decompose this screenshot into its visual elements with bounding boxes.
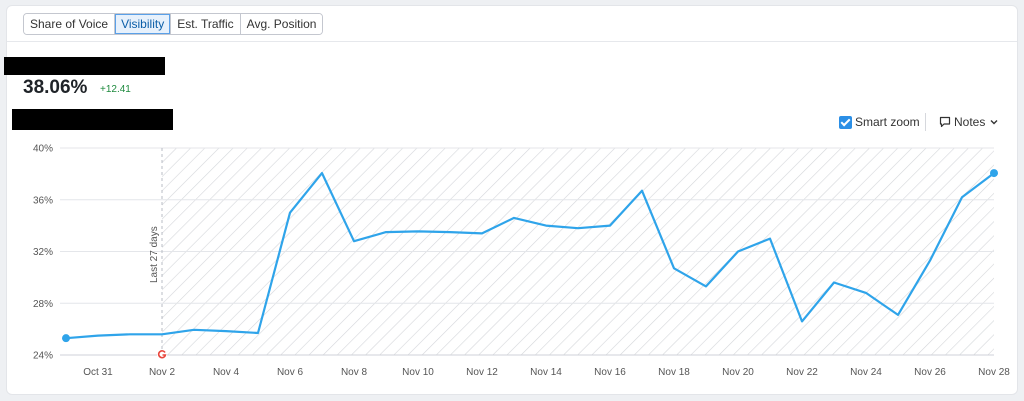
visibility-chart[interactable]: 24% 28% 32% 36% 40% Oct 31 Nov 2 Nov 4 Nov 6 Nov…: [7, 6, 1019, 396]
tab-share-of-voice[interactable]: Share of Voice: [24, 14, 116, 34]
series-endpoint: [62, 334, 70, 343]
x-tick-label: Nov 12: [466, 367, 498, 378]
controls-divider: [925, 113, 926, 131]
redacted-block: [12, 109, 173, 130]
speech-bubble-icon: [939, 116, 951, 128]
x-tick-label: Nov 24: [850, 367, 882, 378]
x-tick-label: Nov 26: [914, 367, 946, 378]
y-tick-label: 24%: [33, 351, 53, 362]
y-tick-label: 28%: [33, 299, 53, 310]
metric-tabs: Share of Voice Visibility Est. Traffic A…: [23, 13, 324, 35]
y-tick-label: 32%: [33, 247, 53, 258]
notes-dropdown[interactable]: Notes: [939, 115, 1003, 129]
google-g-icon-arc: [157, 350, 167, 359]
x-tick-label: Oct 31: [83, 367, 113, 378]
tab-avg-position[interactable]: Avg. Position: [240, 14, 323, 34]
notes-label: Notes: [954, 115, 986, 129]
visibility-card: Share of Voice Visibility Est. Traffic A…: [4, 5, 1019, 396]
tab-est-traffic[interactable]: Est. Traffic: [171, 14, 241, 34]
series-line: [65, 172, 995, 340]
tab-visibility[interactable]: Visibility: [115, 14, 172, 34]
x-tick-label: Nov 2: [149, 367, 176, 378]
google-g-icon[interactable]: [157, 350, 167, 360]
chevron-down-icon: [990, 120, 998, 125]
chart-grid: [60, 147, 994, 356]
y-tick-label: 36%: [33, 195, 53, 206]
y-axis: 24% 28% 32% 36% 40%: [33, 144, 53, 362]
x-axis: Oct 31 Nov 2 Nov 4 Nov 6 Nov 8 Nov 10 Nov 12 No…: [83, 367, 1010, 378]
x-tick-label: Nov 18: [658, 367, 690, 378]
smart-zoom-toggle[interactable]: Smart zoom: [839, 115, 920, 129]
header-divider: [7, 41, 1017, 42]
x-tick-label: Nov 22: [786, 367, 818, 378]
period-label: Last 27 days: [149, 226, 160, 283]
x-tick-label: Nov 28: [978, 367, 1010, 378]
x-tick-label: Nov 16: [594, 367, 626, 378]
y-tick-label: 40%: [33, 144, 53, 155]
metric-delta: +12.41: [100, 84, 131, 95]
checkbox-checked-icon[interactable]: [839, 115, 852, 129]
x-tick-label: Nov 6: [277, 367, 304, 378]
x-tick-label: Nov 14: [530, 367, 562, 378]
x-tick-label: Nov 10: [402, 367, 434, 378]
smart-zoom-label: Smart zoom: [855, 115, 920, 129]
redacted-block: [4, 57, 165, 75]
x-tick-label: Nov 8: [341, 367, 368, 378]
metric-value: 38.06%: [23, 77, 88, 98]
x-tick-label: Nov 4: [213, 367, 240, 378]
series-endpoint: [990, 169, 998, 178]
series-endpoints: [62, 169, 998, 343]
x-tick-label: Nov 20: [722, 367, 754, 378]
